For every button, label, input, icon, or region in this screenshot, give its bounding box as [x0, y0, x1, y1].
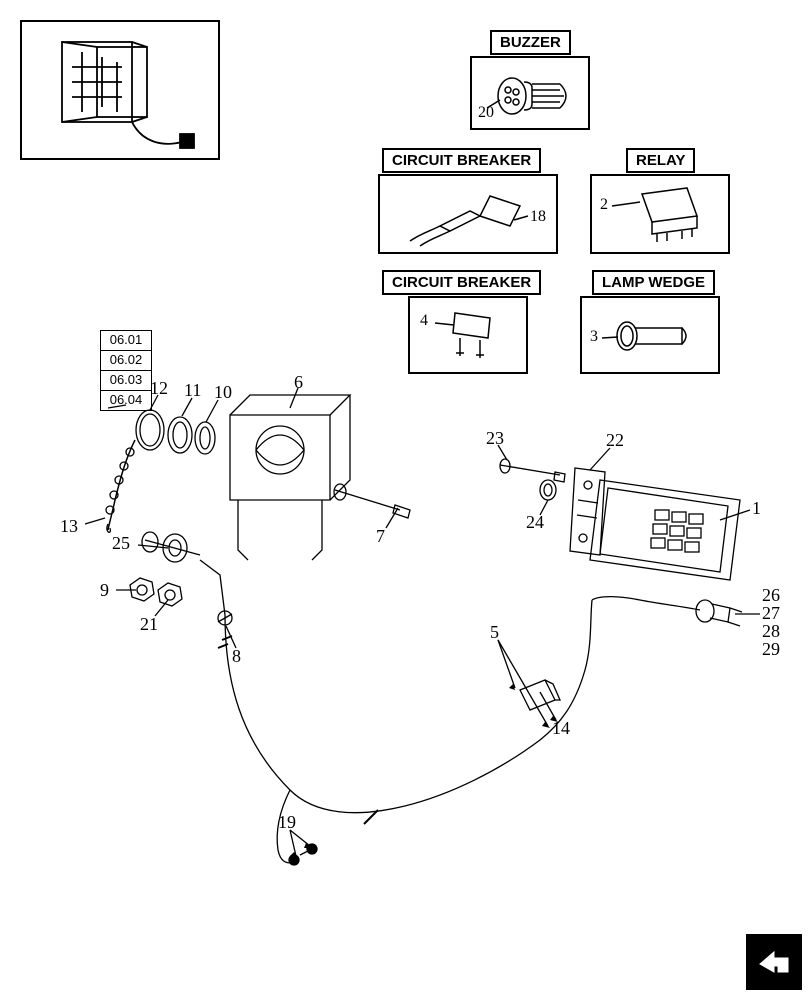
- callout-24: 24: [526, 512, 544, 533]
- legend-title-relay: RELAY: [626, 148, 695, 173]
- ref-cell: 06.04: [101, 391, 151, 410]
- legend-title-lamp: LAMP WEDGE: [592, 270, 715, 295]
- legend-num-relay: 2: [600, 196, 608, 214]
- return-icon[interactable]: [746, 934, 802, 990]
- ref-cell: 06.02: [101, 351, 151, 371]
- legend-box-lamp: 3: [580, 296, 720, 374]
- legend-num-cb2: 4: [420, 312, 428, 330]
- callout-6: 6: [294, 372, 303, 393]
- callout-22: 22: [606, 430, 624, 451]
- thumbnail-sketch: [22, 22, 222, 162]
- callout-1: 1: [752, 498, 761, 519]
- legend-box-relay: 2: [590, 174, 730, 254]
- callout-27: 27: [762, 604, 780, 622]
- legend-title-cb2: CIRCUIT BREAKER: [382, 270, 541, 295]
- callout-25: 25: [112, 533, 130, 554]
- callout-5: 5: [490, 622, 499, 643]
- ref-table: 06.01 06.02 06.03 06.04: [100, 330, 152, 411]
- legend-title-buzzer: BUZZER: [490, 30, 571, 55]
- callout-21: 21: [140, 614, 158, 635]
- callout-stack-26-29: 26 27 28 29: [762, 586, 780, 658]
- callout-14: 14: [552, 718, 570, 739]
- callout-11: 11: [184, 380, 201, 401]
- thumbnail-box: [20, 20, 220, 160]
- callout-19: 19: [278, 812, 296, 833]
- callout-29: 29: [762, 640, 780, 658]
- legend-box-cb2: 4: [408, 296, 528, 374]
- callout-7: 7: [376, 526, 385, 547]
- callout-10: 10: [214, 382, 232, 403]
- legend-num-cb1: 18: [530, 208, 546, 226]
- callout-28: 28: [762, 622, 780, 640]
- callout-23: 23: [486, 428, 504, 449]
- legend-title-cb1: CIRCUIT BREAKER: [382, 148, 541, 173]
- legend-num-buzzer: 20: [478, 104, 494, 122]
- legend-box-buzzer: 20: [470, 56, 590, 130]
- legend-num-lamp: 3: [590, 328, 598, 346]
- callout-26: 26: [762, 586, 780, 604]
- ref-cell: 06.01: [101, 331, 151, 351]
- callout-13: 13: [60, 516, 78, 537]
- ref-cell: 06.03: [101, 371, 151, 391]
- callout-9: 9: [100, 580, 109, 601]
- callout-12: 12: [150, 378, 168, 399]
- diagram-page: BUZZER 20 CIRCUIT BREAKER 18: [0, 0, 812, 1000]
- callout-8: 8: [232, 646, 241, 667]
- legend-box-cb1: 18: [378, 174, 558, 254]
